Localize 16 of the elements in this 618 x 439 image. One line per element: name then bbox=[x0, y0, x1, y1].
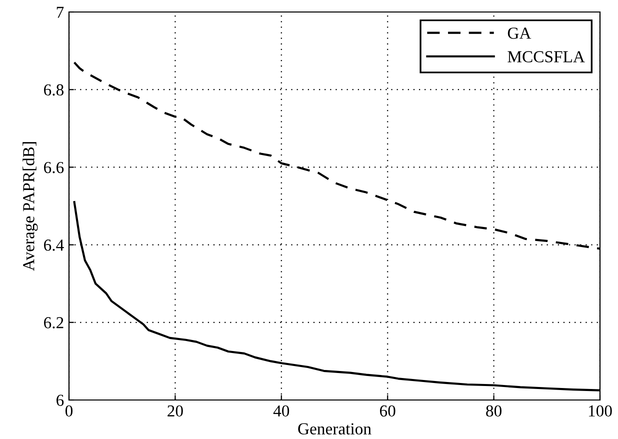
x-tick-label: 40 bbox=[273, 405, 290, 417]
x-tick-label: 80 bbox=[486, 405, 502, 417]
y-tick-label: 6.4 bbox=[44, 240, 64, 251]
x-axis-title: Generation bbox=[298, 423, 372, 434]
x-tick-label: 0 bbox=[65, 405, 73, 417]
y-axis-title: Average PAPR[dB] bbox=[22, 142, 38, 271]
x-tick-label: 20 bbox=[168, 405, 183, 417]
legend-label: MCCSFLA bbox=[508, 51, 585, 62]
y-tick-label: 6.8 bbox=[44, 84, 64, 96]
legend-label: GA bbox=[508, 28, 532, 39]
y-tick-label: 6 bbox=[56, 394, 64, 406]
x-tick-label: 100 bbox=[588, 405, 612, 417]
y-tick-label: 6.2 bbox=[44, 317, 64, 328]
x-tick-label: 60 bbox=[380, 405, 396, 417]
y-tick-label: 7 bbox=[56, 6, 64, 18]
y-tick-label: 6.6 bbox=[44, 162, 64, 174]
